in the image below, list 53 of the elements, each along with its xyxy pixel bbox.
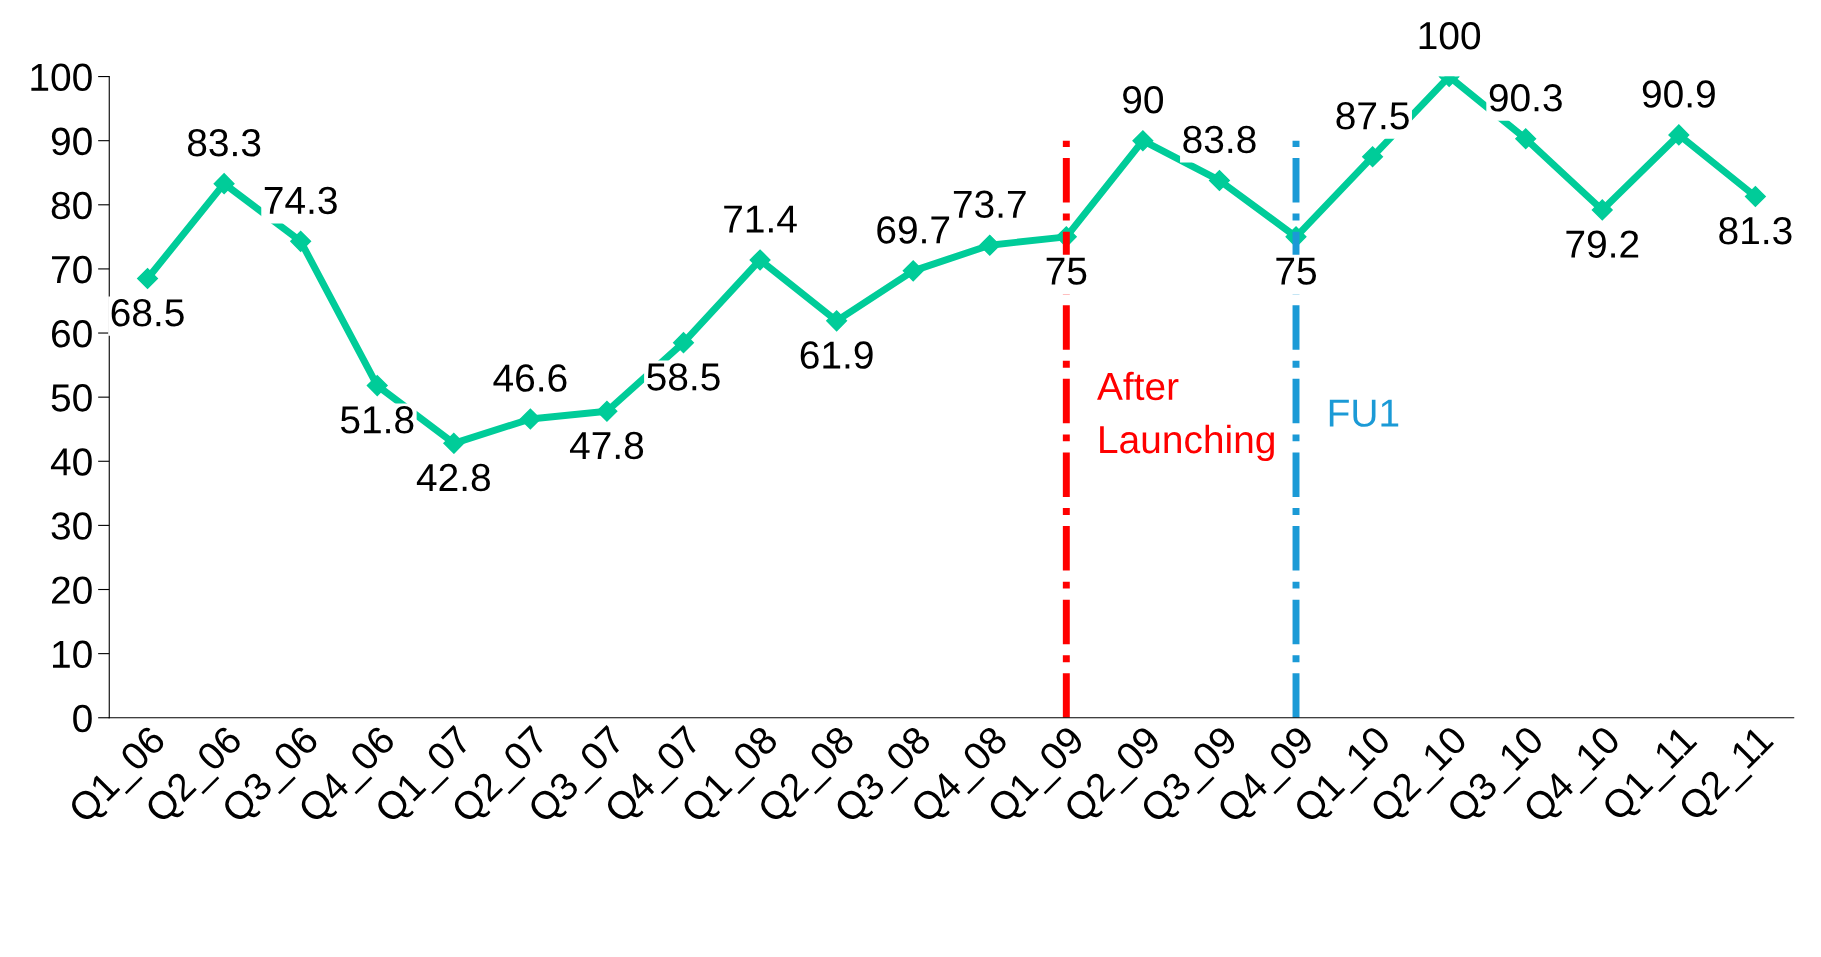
- data-label: 71.4: [724, 205, 797, 233]
- ref-line-label: FU1: [1329, 399, 1399, 427]
- y-tick-label: 100: [31, 63, 92, 92]
- point: [1591, 199, 1613, 221]
- data-label: 81.3: [1719, 216, 1792, 245]
- data-label: 69.7: [877, 216, 950, 244]
- y-tick-label: 20: [51, 576, 92, 604]
- data-label: 90.3: [1489, 84, 1562, 112]
- point: [826, 310, 848, 332]
- data-label: 42.8: [416, 463, 490, 492]
- data-label: 79.2: [1566, 230, 1639, 258]
- point: [1132, 130, 1154, 152]
- data-label: 73.7: [953, 190, 1026, 219]
- y-tick-label: 50: [51, 384, 92, 412]
- point: [290, 230, 312, 252]
- data-label: 47.8: [569, 431, 644, 460]
- data-label: 68.5: [111, 299, 184, 327]
- data-label: 75: [1276, 257, 1317, 285]
- point: [596, 400, 618, 422]
- point: [519, 408, 541, 430]
- data-label: 61.9: [800, 341, 873, 369]
- y-tick-label: 80: [51, 191, 92, 220]
- data-label: 74.3: [264, 186, 337, 215]
- y-tick-label: 40: [50, 448, 92, 476]
- point: [902, 260, 924, 282]
- point: [1744, 185, 1766, 207]
- data-label: 90: [1123, 86, 1163, 114]
- data-label: 90.9: [1642, 80, 1715, 108]
- point: [1208, 169, 1230, 191]
- point: [672, 332, 695, 354]
- point: [137, 268, 159, 290]
- data-label: 83.8: [1183, 125, 1256, 154]
- point: [1362, 146, 1384, 168]
- data-label: 58.5: [647, 363, 720, 391]
- y-tick-label: 70: [52, 255, 92, 284]
- y-tick-label: 30: [51, 512, 92, 540]
- data-label: 46.6: [493, 364, 567, 392]
- data-label: 51.8: [340, 406, 414, 434]
- point: [443, 432, 465, 454]
- y-tick-label: 90: [51, 127, 92, 156]
- data-label: 75: [1046, 257, 1087, 285]
- point: [1668, 124, 1690, 146]
- point: [979, 234, 1001, 256]
- data-label: 83.3: [187, 128, 261, 157]
- point: [213, 173, 235, 195]
- data-label: 87.5: [1336, 102, 1409, 130]
- point: [1515, 128, 1537, 150]
- point: [366, 375, 388, 397]
- data-label: 100: [1419, 21, 1481, 50]
- y-tick-label: 60: [52, 319, 92, 348]
- y-tick-label: 10: [53, 640, 92, 669]
- point: [749, 249, 771, 271]
- ref-line-label: After Launching: [1097, 371, 1274, 462]
